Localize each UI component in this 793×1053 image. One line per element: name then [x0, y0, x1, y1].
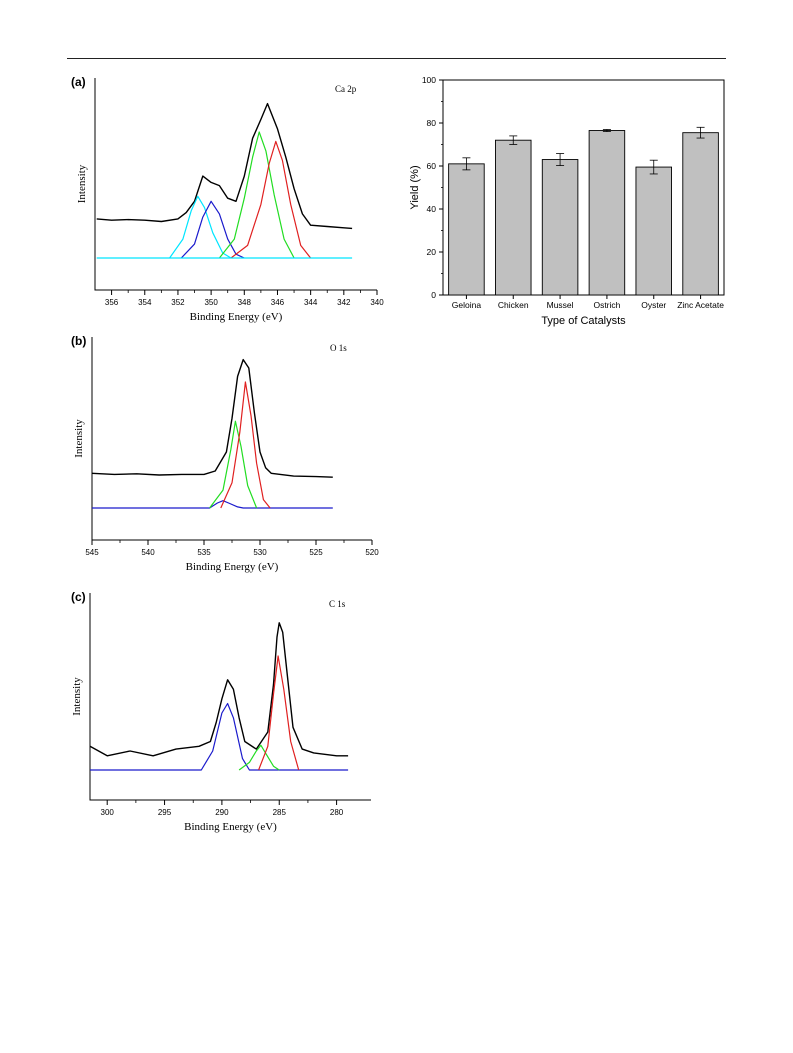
y-axis-label: Intensity	[73, 419, 85, 458]
spectrum-line	[96, 102, 353, 230]
x-tick-label: Ostrich	[593, 300, 620, 310]
x-tick-label: 346	[271, 298, 285, 307]
y-axis-label: Intensity	[71, 677, 83, 716]
x-tick-label: 295	[158, 808, 172, 817]
spectrum-line	[90, 702, 349, 771]
x-tick-label: 290	[215, 808, 229, 817]
bar	[682, 132, 719, 296]
peak-label: O 1s	[330, 343, 347, 353]
x-axis-label: Binding Energy (eV)	[186, 561, 279, 573]
panel-label: (c)	[71, 590, 86, 604]
xps-panel-c: 300 295 290 285 280 (c) C 1s Binding Energy (eV…	[71, 590, 371, 833]
xps-panel-a: 356 354 352 350 348 346 344 342 340 (a) Ca 2p Bindi…	[71, 75, 384, 323]
spectrum-line	[209, 420, 258, 509]
x-tick-label: 535	[197, 548, 211, 557]
x-tick-label: 300	[101, 808, 115, 817]
spectrum-line	[258, 655, 300, 771]
x-tick-label: 340	[370, 298, 384, 307]
spectrum-line	[169, 195, 232, 259]
peak-label: Ca 2p	[335, 84, 357, 94]
x-tick-label: 285	[273, 808, 287, 817]
x-tick-label: Geloina	[452, 300, 482, 310]
spectrum-line	[180, 200, 245, 259]
x-tick-label: Mussel	[547, 300, 574, 310]
x-tick-label: 342	[337, 298, 351, 307]
x-tick-label: 540	[141, 548, 155, 557]
y-tick-label: 100	[422, 75, 436, 85]
x-tick-label: 530	[253, 548, 267, 557]
x-tick-label: 356	[105, 298, 119, 307]
x-tick-label: 520	[365, 548, 379, 557]
panel-label: (b)	[71, 334, 86, 348]
x-tick-label: 545	[85, 548, 99, 557]
axis-frame	[91, 337, 372, 541]
x-tick-label: 352	[171, 298, 185, 307]
x-tick-label: 525	[309, 548, 323, 557]
x-tick-label: 348	[238, 298, 252, 307]
peak-label: C 1s	[329, 599, 346, 609]
x-tick-label: Chicken	[498, 300, 529, 310]
spectrum-line	[220, 381, 271, 509]
x-tick-label: 280	[330, 808, 344, 817]
spectrum-line	[89, 622, 349, 757]
x-tick-label: Zinc Acetate	[677, 300, 724, 310]
y-tick-label: 40	[427, 204, 437, 214]
y-tick-label: 80	[427, 118, 437, 128]
x-axis-label: Binding Energy (eV)	[184, 821, 277, 833]
bar	[588, 130, 626, 296]
bar	[448, 163, 485, 296]
axis-frame	[89, 593, 371, 801]
spectrum-line	[91, 358, 333, 478]
x-axis-label: Type of Catalysts	[541, 315, 626, 327]
y-tick-label: 60	[427, 161, 437, 171]
panel-label: (a)	[71, 75, 86, 89]
x-tick-label: 354	[138, 298, 152, 307]
y-tick-label: 20	[427, 247, 437, 257]
y-axis-label: Yield (%)	[409, 165, 421, 209]
x-axis-label: Binding Energy (eV)	[190, 311, 283, 323]
bar	[635, 166, 672, 296]
bar	[541, 159, 579, 296]
y-tick-label: 0	[431, 290, 436, 300]
bar	[495, 139, 532, 296]
x-tick-label: 344	[304, 298, 318, 307]
spectrum-line	[238, 744, 280, 771]
plot-frame	[442, 79, 725, 296]
yield-bar-chart: 0 20 40 60 80 100 Geloina Chicken Mussel Ostrich O…	[409, 75, 725, 327]
x-tick-label: Oyster	[641, 300, 666, 310]
spectrum-line	[230, 140, 312, 259]
header-rule	[67, 58, 726, 59]
axis-frame	[94, 78, 377, 291]
spectrum-line	[218, 131, 295, 259]
xps-panel-b: 545 540 535 530 525 520 (b) O 1s Binding Energy …	[71, 334, 379, 573]
x-tick-label: 350	[204, 298, 218, 307]
y-axis-label: Intensity	[76, 164, 88, 203]
